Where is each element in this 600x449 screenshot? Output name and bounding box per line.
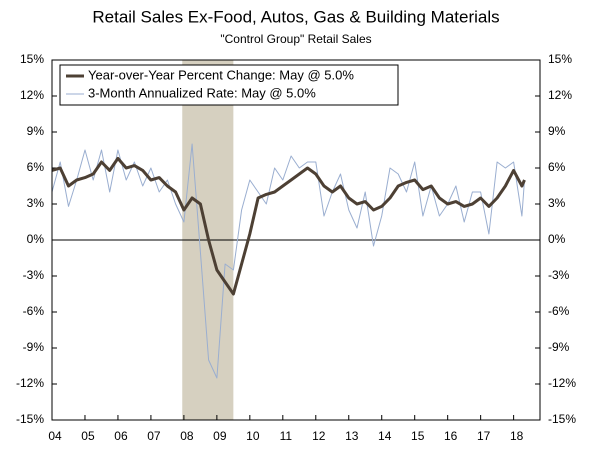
y2-tick-label: 15%: [548, 52, 572, 66]
y2-tick-label: 0%: [548, 232, 566, 246]
x-tick-label: 18: [510, 429, 524, 443]
y-tick-label: 0%: [27, 232, 45, 246]
y-tick-label: 12%: [20, 88, 44, 102]
x-tick-label: 08: [180, 429, 194, 443]
y-tick-label: 9%: [27, 124, 45, 138]
y2-tick-label: -9%: [548, 340, 570, 354]
plot-frame: [51, 59, 541, 421]
x-tick-label: 14: [378, 429, 392, 443]
y2-tick-label: -3%: [548, 268, 570, 282]
x-tick-label: 17: [477, 429, 491, 443]
y-tick-label: -6%: [23, 304, 45, 318]
x-tick-label: 07: [147, 429, 161, 443]
x-tick-label: 13: [345, 429, 359, 443]
y-tick-label: -3%: [23, 268, 45, 282]
series-line: [51, 143, 525, 379]
y-tick-label: 6%: [27, 160, 45, 174]
x-tick-label: 05: [81, 429, 95, 443]
x-tick-label: 10: [246, 429, 260, 443]
y2-tick-label: -15%: [548, 412, 576, 426]
chart-title: Retail Sales Ex-Food, Autos, Gas & Build…: [92, 7, 499, 26]
legend-label: Year-over-Year Percent Change: May @ 5.0…: [88, 67, 354, 82]
series-line: [51, 156, 526, 296]
legend-label: 3-Month Annualized Rate: May @ 5.0%: [88, 85, 316, 100]
x-tick-label: 09: [213, 429, 227, 443]
x-tick-label: 15: [411, 429, 425, 443]
y-tick-label: -9%: [23, 340, 45, 354]
x-tick-label: 11: [280, 429, 293, 443]
chart-subtitle: "Control Group" Retail Sales: [220, 32, 371, 46]
x-tick-label: 06: [114, 429, 128, 443]
y-tick-label: 15%: [20, 52, 44, 66]
y2-tick-label: 12%: [548, 88, 572, 102]
y-tick-label: 3%: [27, 196, 45, 210]
x-tick-label: 04: [48, 429, 62, 443]
y2-tick-label: 9%: [548, 124, 566, 138]
y2-tick-label: -12%: [548, 376, 576, 390]
y-tick-label: -12%: [16, 376, 44, 390]
legend-box: [59, 64, 399, 106]
y-tick-label: -15%: [16, 412, 44, 426]
y2-tick-label: -6%: [548, 304, 570, 318]
x-tick-label: 12: [312, 429, 326, 443]
y2-tick-label: 6%: [548, 160, 566, 174]
x-tick-label: 16: [444, 429, 458, 443]
y2-tick-label: 3%: [548, 196, 566, 210]
